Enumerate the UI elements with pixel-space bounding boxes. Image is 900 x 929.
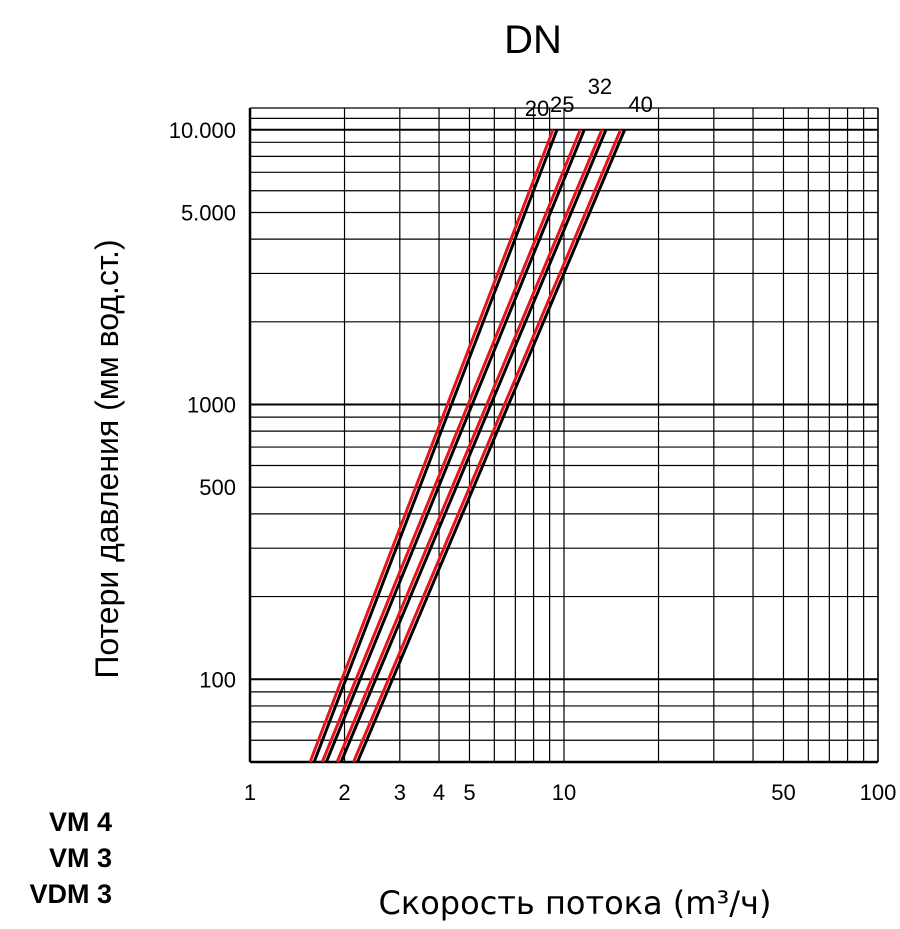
series-line-red xyxy=(308,129,555,763)
series-32 xyxy=(335,129,608,763)
y-tick-label: 5.000 xyxy=(181,200,236,225)
series-label: 25 xyxy=(550,92,574,117)
model-label-vdm3: VDM 3 xyxy=(29,879,112,909)
x-tick-label: 2 xyxy=(338,780,350,805)
series-line-black xyxy=(356,129,627,763)
series-line-red xyxy=(320,129,582,763)
y-tick-label: 500 xyxy=(199,475,236,500)
y-tick-label: 100 xyxy=(199,667,236,692)
y-tick-label: 1000 xyxy=(187,393,236,418)
series-25 xyxy=(320,129,586,763)
x-tick-label: 4 xyxy=(433,780,445,805)
x-tick-label: 3 xyxy=(394,780,406,805)
series-40 xyxy=(352,129,627,763)
x-tick-label: 1 xyxy=(244,780,256,805)
y-axis-label: Потери давления (мм вод.ст.) xyxy=(89,239,125,678)
x-tick-label: 50 xyxy=(771,780,795,805)
series-line-red xyxy=(352,129,623,763)
x-tick-label: 100 xyxy=(860,780,897,805)
series-label: 40 xyxy=(628,92,652,117)
model-label-vm3: VM 3 xyxy=(48,843,112,873)
series-line-black xyxy=(339,129,608,763)
series-lines xyxy=(308,129,627,763)
series-line-black xyxy=(324,129,586,763)
x-tick-label: 5 xyxy=(463,780,475,805)
x-tick-label: 10 xyxy=(552,780,576,805)
series-line-black xyxy=(312,129,559,763)
series-line-red xyxy=(335,129,604,763)
series-labels: 20 25 32 40 xyxy=(525,74,653,121)
series-label: 20 xyxy=(525,96,549,121)
tick-labels: 1 2 3 4 5 10 50 100 100 500 1000 5.000 10.000 xyxy=(169,118,897,805)
y-tick-label: 10.000 xyxy=(169,118,236,143)
model-label-vm4: VM 4 xyxy=(48,807,112,837)
series-label: 32 xyxy=(588,74,612,99)
series-20 xyxy=(308,129,559,763)
grid xyxy=(248,107,879,764)
x-axis-label: Скорость потока (m³/ч) xyxy=(379,884,772,922)
chart-title: DN xyxy=(504,18,562,62)
